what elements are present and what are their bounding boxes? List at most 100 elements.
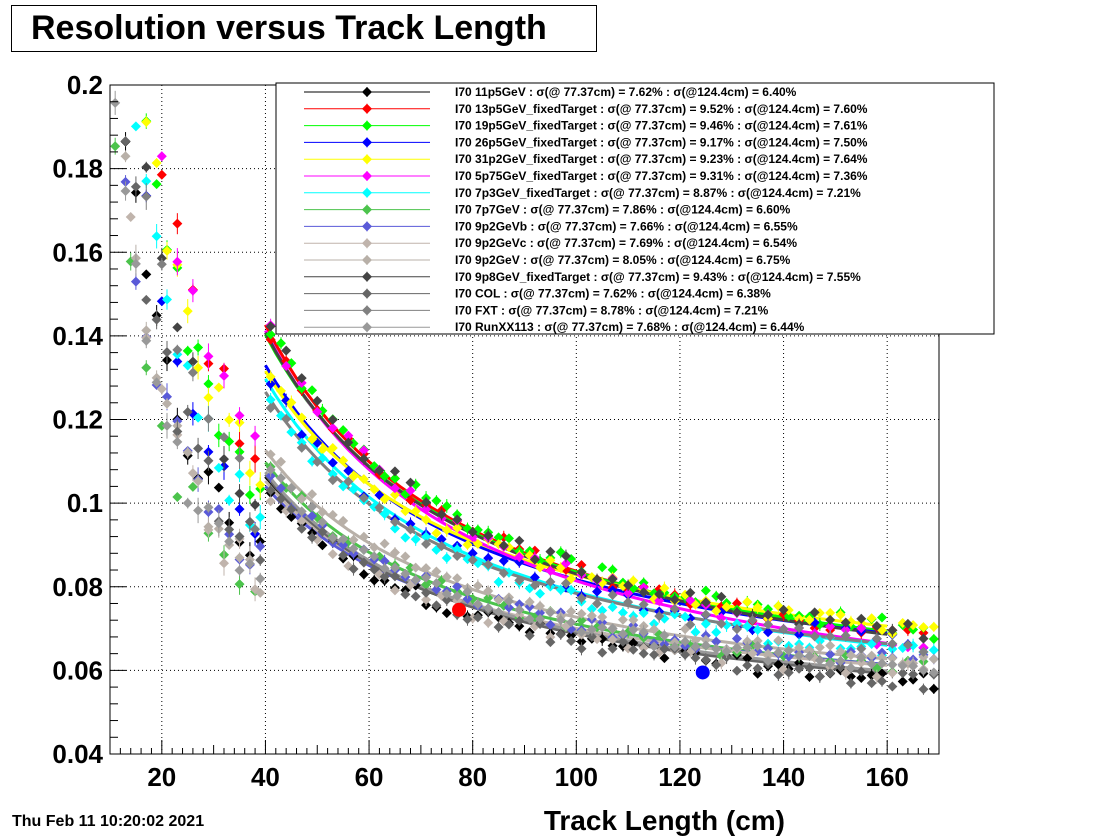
data-point — [234, 488, 245, 499]
data-point — [685, 619, 696, 630]
legend-marker — [362, 288, 372, 299]
data-point — [265, 329, 276, 340]
data-point — [307, 489, 318, 500]
data-point — [317, 517, 328, 528]
data-point — [244, 468, 255, 479]
data-point — [296, 523, 307, 534]
data-point — [312, 395, 323, 406]
data-point — [592, 598, 603, 609]
data-point — [400, 568, 411, 579]
data-point — [814, 671, 825, 682]
data-point — [358, 569, 369, 580]
data-point — [856, 643, 867, 654]
data-point — [182, 498, 193, 509]
data-point — [877, 612, 888, 623]
legend-entry: I70 7p3GeV_fixedTarget : σ(@ 77.37cm) = … — [455, 186, 861, 200]
data-point — [467, 555, 478, 566]
data-point — [845, 678, 856, 689]
data-point — [794, 629, 805, 640]
data-point — [560, 578, 571, 589]
data-point — [410, 534, 421, 545]
data-point — [680, 611, 691, 622]
data-point — [763, 643, 774, 654]
data-point — [897, 676, 908, 687]
data-point — [275, 338, 286, 349]
data-point — [483, 530, 494, 541]
data-point — [716, 618, 727, 629]
data-point — [763, 609, 774, 620]
data-point — [234, 438, 245, 449]
legend-marker — [362, 120, 372, 131]
data-point — [203, 413, 214, 424]
data-point — [794, 657, 805, 668]
data-point — [187, 481, 198, 492]
data-point — [348, 484, 359, 495]
data-point — [130, 258, 141, 269]
data-point — [120, 186, 131, 197]
data-point — [576, 608, 587, 619]
data-point — [902, 639, 913, 650]
data-point — [472, 538, 483, 549]
data-point — [545, 632, 556, 643]
data-point — [866, 613, 877, 624]
data-point — [566, 585, 577, 596]
data-point — [752, 635, 763, 646]
legend-marker — [362, 238, 372, 249]
data-point — [928, 621, 939, 632]
data-point — [296, 373, 307, 384]
highlight-point — [452, 602, 467, 617]
data-point — [203, 521, 214, 532]
data-point — [348, 534, 359, 545]
data-point — [182, 306, 193, 317]
data-point — [441, 588, 452, 599]
data-point — [514, 575, 525, 586]
legend-marker — [362, 171, 372, 181]
data-point — [514, 604, 525, 615]
data-point — [586, 610, 597, 621]
data-point — [498, 555, 509, 566]
data-point — [825, 614, 836, 625]
legend-marker — [362, 271, 372, 282]
data-point — [327, 469, 338, 480]
data-point — [369, 575, 380, 586]
data-point — [742, 653, 753, 664]
data-point — [638, 642, 649, 653]
data-point — [835, 662, 846, 673]
data-point — [421, 563, 432, 574]
data-point — [343, 437, 354, 448]
data-point — [286, 397, 297, 408]
data-point — [840, 668, 851, 679]
data-point — [156, 384, 167, 395]
data-point — [213, 482, 224, 493]
data-point — [452, 523, 463, 534]
data-point — [576, 643, 587, 654]
data-point — [161, 347, 172, 358]
data-point — [700, 597, 711, 608]
data-point — [187, 285, 198, 296]
data-point — [358, 531, 369, 542]
data-point — [389, 473, 400, 484]
data-point — [835, 655, 846, 666]
data-point — [690, 635, 701, 646]
data-point — [493, 532, 504, 543]
data-point — [700, 634, 711, 645]
data-point — [161, 245, 172, 256]
data-point — [721, 601, 732, 612]
data-point — [918, 665, 929, 676]
fit-curve — [264, 449, 888, 661]
data-point — [338, 550, 349, 561]
x-tick-label: 20 — [147, 762, 176, 792]
data-point — [716, 591, 727, 602]
data-point — [472, 580, 483, 591]
data-point — [172, 356, 183, 367]
data-point — [794, 663, 805, 674]
data-point — [421, 504, 432, 515]
data-point — [369, 484, 380, 495]
data-point — [317, 526, 328, 537]
data-point — [255, 541, 266, 552]
data-point — [203, 466, 214, 477]
data-point — [452, 551, 463, 562]
data-point — [866, 638, 877, 649]
data-point — [597, 647, 608, 658]
data-point — [825, 649, 836, 660]
